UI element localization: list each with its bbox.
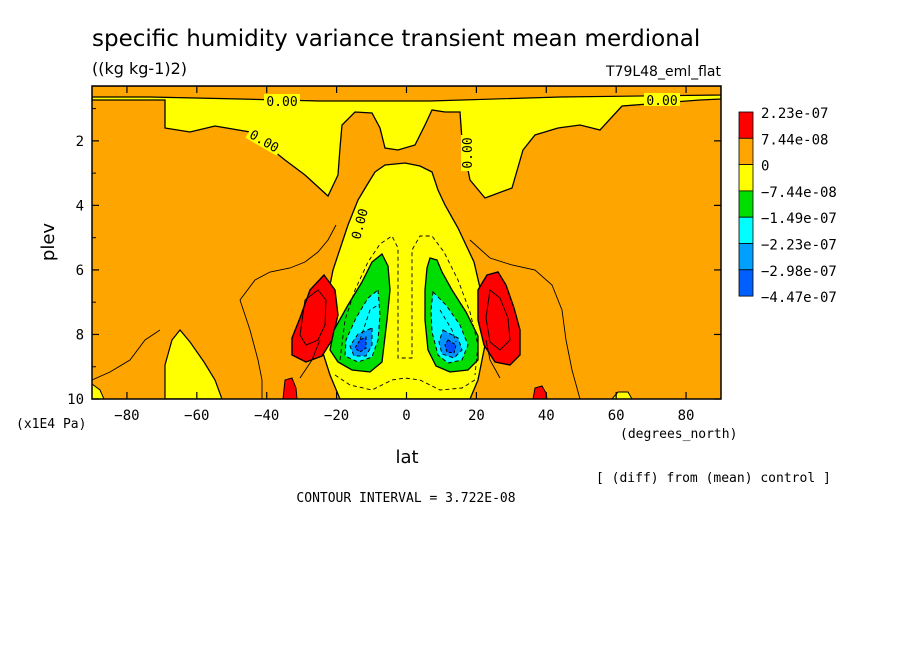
far-left-yellow	[92, 383, 105, 399]
right-red-maximum	[477, 271, 521, 366]
legend-label: 7.44e-08	[761, 132, 828, 148]
contour-lines	[92, 224, 581, 399]
left-blue-extreme	[354, 336, 367, 353]
legend-label: −1.49e-07	[761, 211, 837, 227]
comparison-note: [ (diff) from (mean) control ]	[596, 471, 831, 486]
x-axis-ticks: −80 −60 −40 −20 0 20 40 60 80	[114, 86, 694, 424]
x-axis-units: (degrees_north)	[620, 427, 737, 442]
legend-label: −4.47e-07	[761, 290, 837, 306]
x-tick-label: 60	[608, 408, 625, 424]
dataset-label: T79L48_eml_flat	[605, 64, 722, 80]
contour-label: 0.00	[266, 95, 297, 110]
y-tick-label: 10	[67, 392, 84, 408]
x-tick-label: 0	[402, 408, 410, 424]
contour-interval: CONTOUR INTERVAL = 3.722E-08	[296, 491, 515, 506]
legend-label: 2.23e-07	[761, 106, 828, 122]
x-tick-label: 20	[468, 408, 485, 424]
legend-swatch	[738, 190, 754, 218]
legend-label: −2.23e-07	[761, 238, 837, 254]
left-lower-yellow	[164, 329, 223, 399]
right-blue-extreme	[444, 339, 457, 354]
y-axis-ticks: 2 4 6 8 10	[67, 108, 721, 408]
y-tick-label: 2	[76, 134, 84, 150]
x-tick-label: −60	[184, 408, 209, 424]
legend-swatch	[738, 137, 754, 166]
y-axis-units: (x1E4 Pa)	[16, 417, 86, 432]
legend-swatch	[738, 216, 754, 244]
x-tick-label: 40	[538, 408, 555, 424]
x-tick-label: −20	[324, 408, 349, 424]
y-axis-label: plev	[38, 223, 59, 262]
legend-swatch	[738, 164, 754, 192]
contour-label: 0.00	[646, 94, 677, 109]
contour-labels: 0.00 0.00 0.00 0.00 0.00	[245, 93, 680, 243]
x-tick-label: 80	[678, 408, 695, 424]
contour-label: 0.00	[461, 137, 476, 168]
legend-swatch	[738, 243, 754, 271]
y-tick-label: 8	[76, 327, 84, 343]
small-red-bottom-left	[282, 377, 298, 399]
x-axis-label: lat	[395, 447, 418, 468]
y-tick-label: 6	[76, 263, 84, 279]
color-legend: 2.23e-07 7.44e-08 0 −7.44e-08 −1.49e-07 −2.23…	[738, 106, 837, 306]
contour-fills	[92, 86, 721, 399]
upper-yellow-region	[92, 86, 721, 199]
legend-label: −7.44e-08	[761, 185, 837, 201]
y-tick-label: 4	[76, 198, 84, 214]
legend-swatch	[738, 111, 754, 139]
top-orange-band	[92, 86, 721, 102]
small-red-bottom-right	[532, 385, 548, 399]
chart-title: specific humidity variance transient mea…	[92, 26, 700, 52]
legend-label: 0	[761, 159, 769, 175]
x-tick-label: −80	[114, 408, 139, 424]
legend-label: −2.98e-07	[761, 264, 837, 280]
legend-swatch	[738, 269, 754, 297]
chart-units: ((kg kg-1)2)	[92, 59, 187, 78]
x-tick-label: −40	[254, 408, 279, 424]
